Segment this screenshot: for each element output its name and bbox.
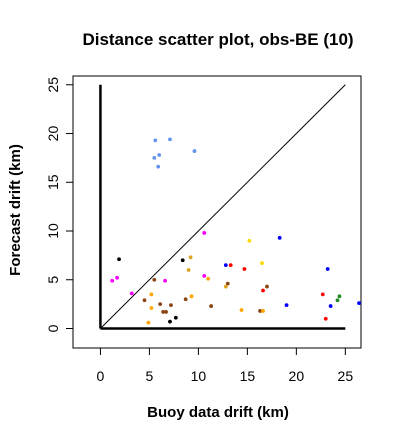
scatter-point: [337, 294, 342, 299]
scatter-point: [228, 263, 233, 268]
scatter-point: [357, 301, 361, 306]
scatter-point: [152, 155, 157, 160]
x-axis-label: Buoy data drift (km): [147, 404, 289, 421]
scatter-point: [149, 306, 154, 310]
x-tick-label: 15: [240, 368, 256, 384]
scatter-point: [239, 308, 244, 312]
x-tick-label: 0: [97, 368, 105, 384]
scatter-point: [202, 231, 207, 235]
scatter-point: [153, 138, 158, 143]
scatter-point: [260, 261, 264, 266]
x-tick-label: 10: [191, 368, 207, 384]
scatter-point: [335, 298, 340, 303]
x-tick-label: 5: [146, 368, 154, 384]
scatter-point: [265, 284, 269, 289]
y-tick-label: 5: [45, 276, 61, 284]
scatter-point: [168, 319, 172, 324]
y-tick-label: 20: [45, 126, 61, 142]
scatter-point: [117, 257, 121, 262]
y-tick-label: 10: [45, 223, 61, 239]
scatter-point: [258, 309, 263, 313]
plot-frame: [72, 75, 362, 349]
scatter-point: [146, 320, 151, 325]
tick-group: 0 5 10 15 20 25 0 5 10 15 20 25: [45, 77, 353, 384]
scatter-point: [158, 302, 163, 307]
scatter-point: [186, 268, 191, 272]
scatter-point: [277, 235, 282, 240]
scatter-point: [192, 149, 197, 153]
scatter-point: [169, 303, 173, 308]
scatter-point: [183, 297, 188, 302]
x-tick-label: 20: [289, 368, 305, 384]
scatter-point: [189, 294, 194, 299]
scatter-point: [284, 303, 289, 308]
scatter-point: [164, 310, 168, 314]
scatter-point: [110, 278, 115, 283]
scatter-point: [261, 288, 265, 293]
scatter-point: [149, 292, 154, 297]
scatter-point: [156, 164, 161, 169]
scatter-point: [115, 275, 119, 280]
chart-title: Distance scatter plot, obs-BE (10): [82, 30, 353, 49]
x-tick-label: 25: [338, 368, 354, 384]
scatter-point: [142, 298, 147, 303]
scatter-point: [223, 263, 228, 268]
scatter-point: [325, 267, 330, 271]
scatter-point: [247, 238, 252, 243]
y-tick-label: 25: [45, 77, 61, 93]
y-tick-label: 0: [45, 324, 61, 332]
scatter-point: [168, 137, 172, 142]
scatter-point: [152, 277, 157, 282]
scatter-point: [157, 153, 162, 157]
scatter-point: [180, 258, 185, 263]
scatter-point: [206, 276, 211, 281]
scatter-point: [161, 310, 166, 314]
points-group: [110, 137, 361, 325]
scatter-point: [188, 255, 193, 260]
scatter-point: [202, 273, 207, 278]
scatter-point: [323, 316, 328, 321]
scatter-point: [242, 267, 247, 271]
scatter-point: [328, 304, 333, 308]
scatter-point: [261, 309, 265, 313]
scatter-point: [163, 278, 167, 283]
scatter-point: [223, 284, 228, 289]
diagonal-reference-line: [100, 84, 346, 329]
scatter-point: [225, 281, 230, 286]
y-axis-label: Forecast drift (km): [7, 144, 24, 276]
y-tick-label: 15: [45, 174, 61, 190]
scatter-point: [129, 291, 134, 296]
axis-lines-group: [99, 84, 346, 330]
scatter-point: [173, 315, 178, 320]
scatter-point: [320, 292, 325, 297]
scatter-point: [209, 304, 214, 308]
